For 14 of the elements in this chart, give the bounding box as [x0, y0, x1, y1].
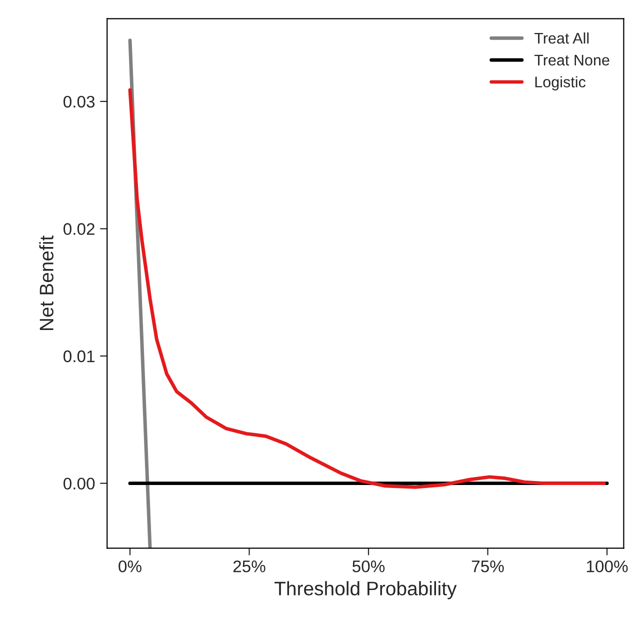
legend-label: Treat All — [534, 32, 589, 44]
y-axis-title: Net Benefit — [39, 236, 54, 330]
legend-label: Treat None — [534, 54, 610, 66]
x-tick-label: 50% — [352, 560, 385, 572]
x-tick-label: 75% — [472, 560, 504, 572]
y-tick-label: 0.00 — [64, 478, 95, 490]
legend-label: Logistic — [535, 76, 586, 90]
y-tick-label: 0.01 — [64, 350, 94, 362]
x-axis-title: Threshold Probability — [274, 581, 457, 600]
y-tick-label: 0.03 — [64, 96, 95, 108]
x-tick-label: 0% — [118, 560, 142, 572]
x-tick-label: 25% — [233, 560, 266, 572]
y-tick-label: 0.02 — [64, 223, 94, 235]
x-tick-label: 100% — [586, 560, 628, 572]
